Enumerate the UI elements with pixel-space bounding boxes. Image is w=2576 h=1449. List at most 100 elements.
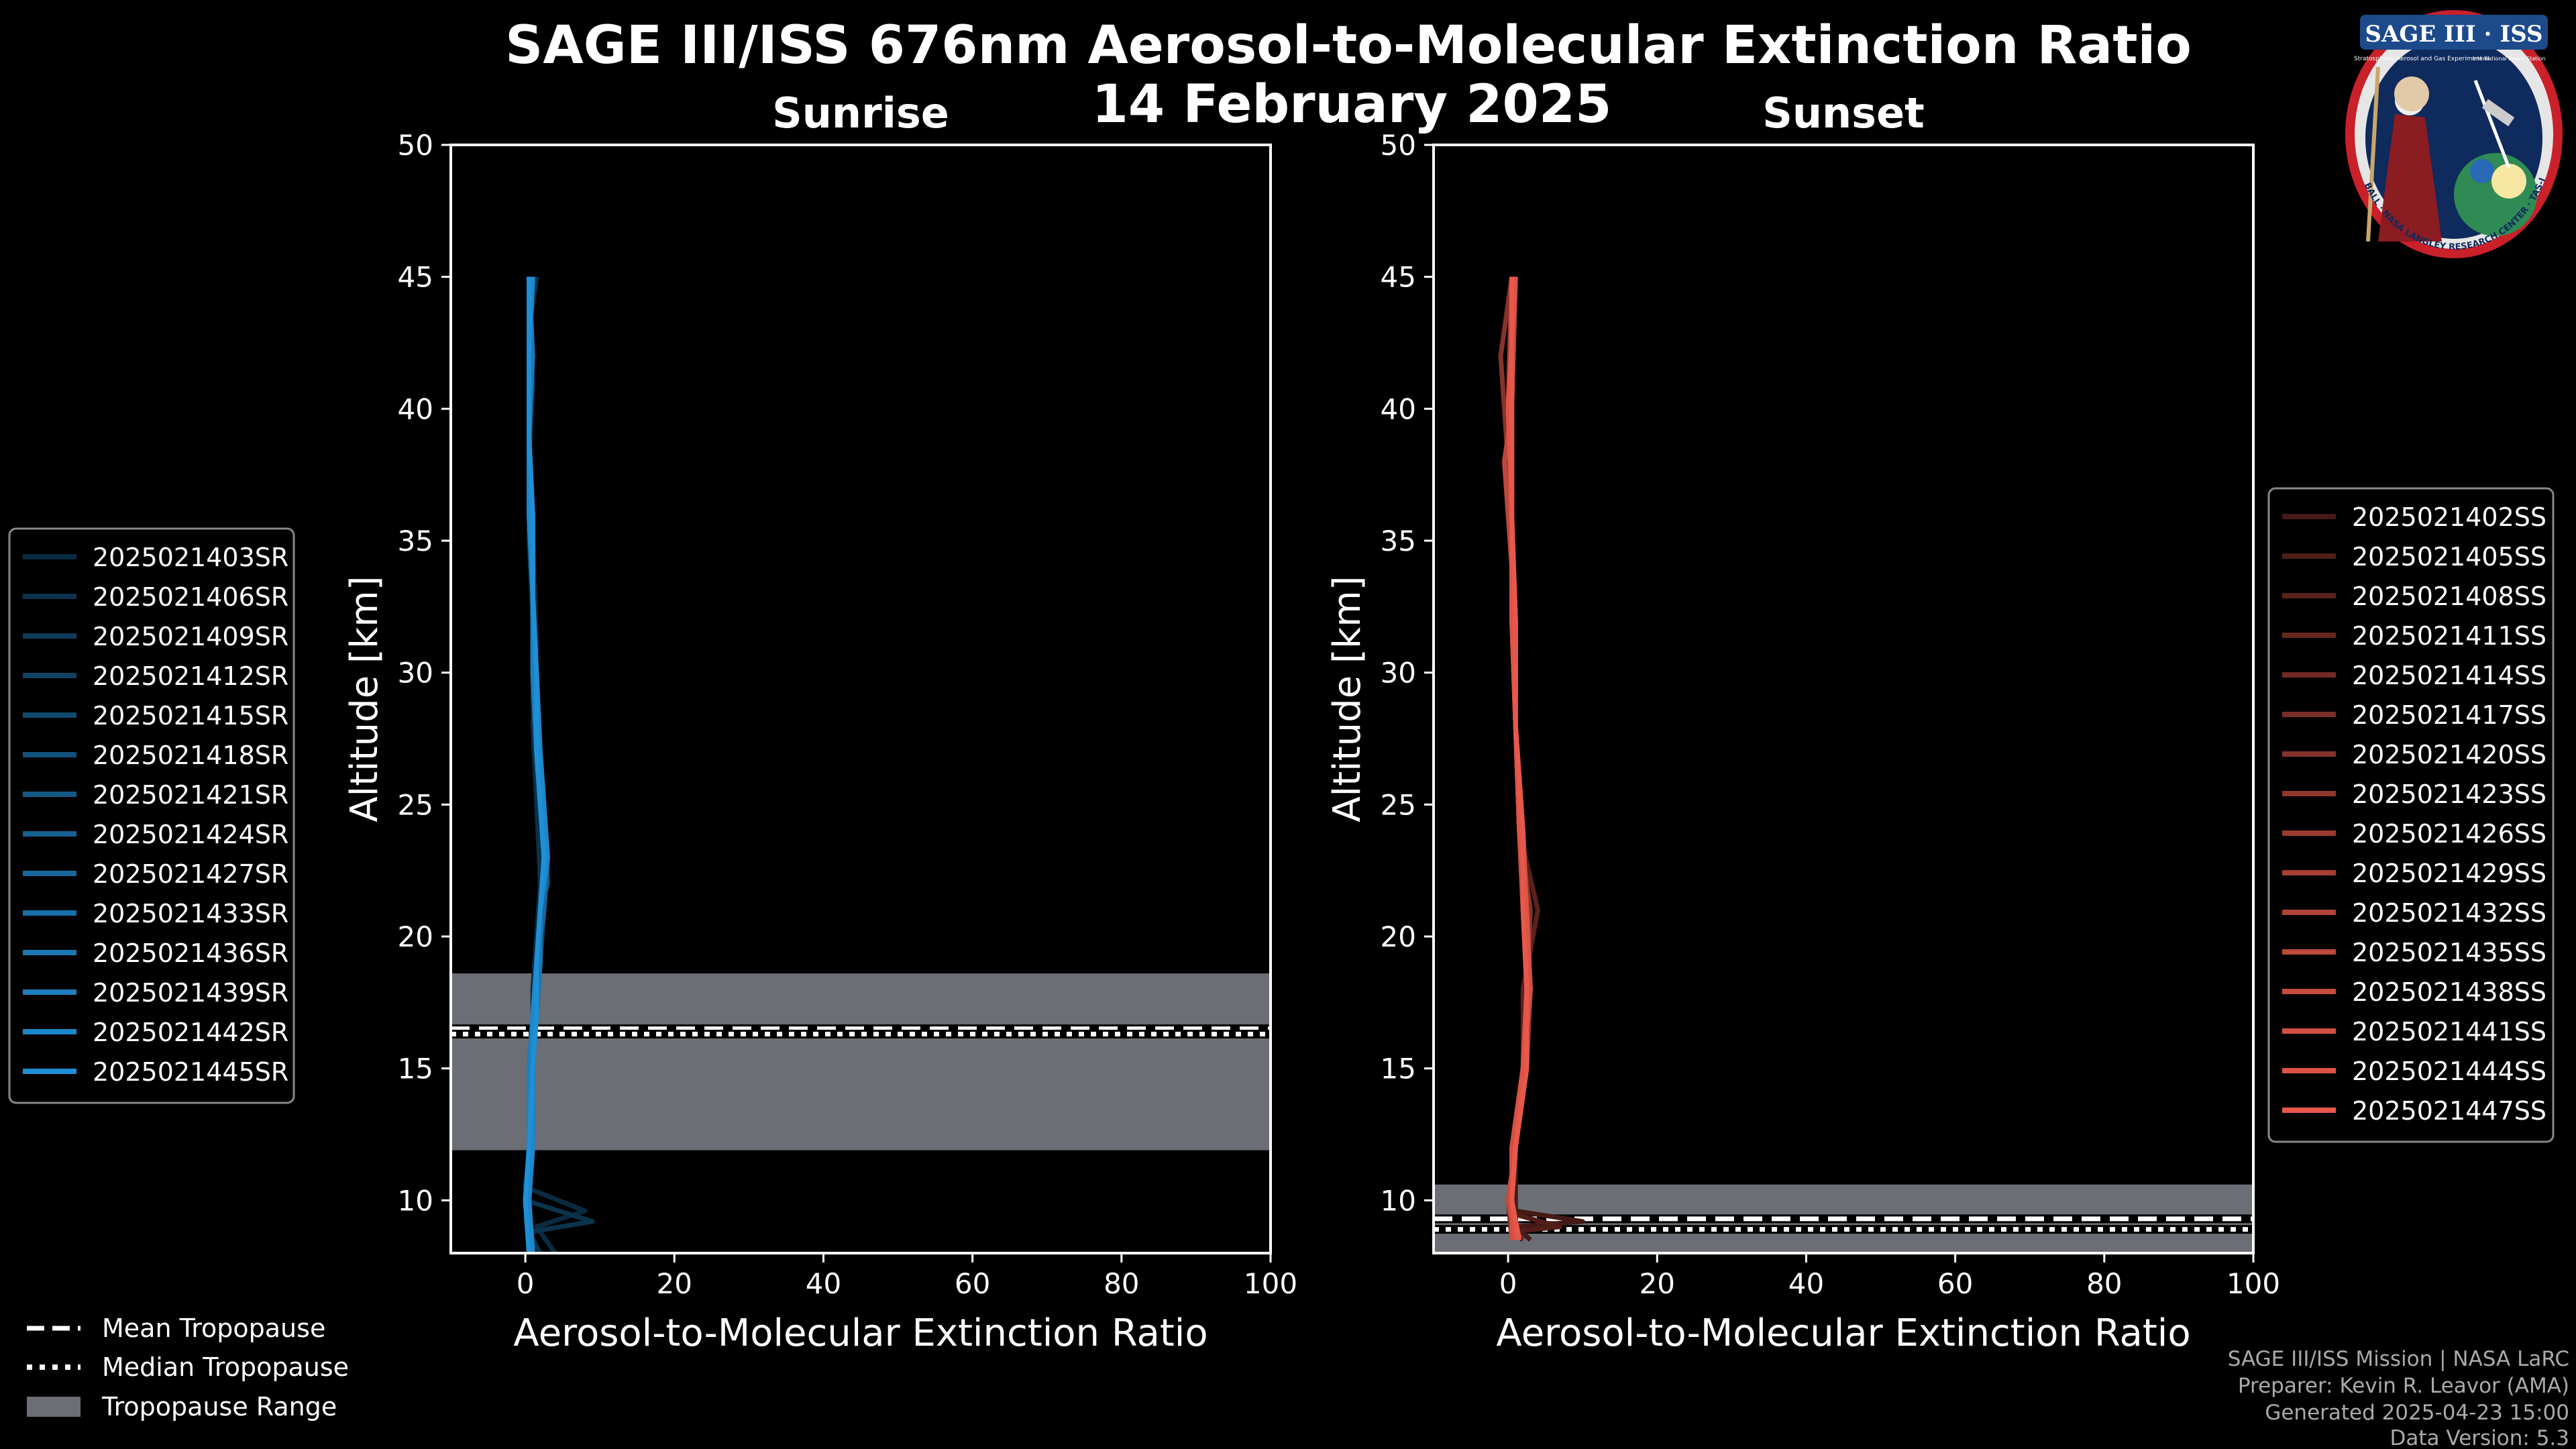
- sunrise-legend-label: 2025021403SR: [93, 543, 288, 572]
- sunset-x-tick-label: 100: [2226, 1267, 2280, 1300]
- sunset-legend-label: 2025021411SS: [2352, 621, 2546, 651]
- sunrise-x-tick-label: 20: [657, 1267, 692, 1300]
- sunrise-legend-box: [8, 527, 295, 1104]
- credit-data-version: Data Version: 5.3: [2390, 1426, 2569, 1449]
- sunrise-y-tick-label: 45: [398, 261, 433, 294]
- sunrise-legend-label: 2025021412SR: [93, 661, 288, 691]
- sunrise-legend-label: 2025021433SR: [93, 899, 288, 928]
- sunrise-legend-label: 2025021415SR: [93, 701, 288, 731]
- sunrise-legend-label: 2025021436SR: [93, 938, 288, 968]
- sunset-legend-label: 2025021423SS: [2352, 780, 2546, 809]
- tropopause-range-label: Tropopause Range: [101, 1392, 337, 1421]
- logo-earth-icon: [2454, 153, 2537, 236]
- sunrise-legend-label: 2025021427SR: [93, 859, 288, 889]
- sunrise-y-axis-label: Altitude [km]: [343, 576, 386, 822]
- sunset-legend-label: 2025021429SS: [2352, 859, 2546, 888]
- sunset-x-tick-label: 0: [1499, 1267, 1517, 1300]
- sunrise-axes-frame: [449, 144, 1272, 1254]
- sunrise-x-tick-label: 60: [955, 1267, 990, 1300]
- sunset-y-tick-label: 20: [1381, 920, 1416, 953]
- logo-iss-beam-icon: [2473, 80, 2511, 168]
- sunrise-y-tick-label: 50: [398, 129, 433, 162]
- sunrise-legend-label: 2025021442SR: [93, 1018, 288, 1047]
- logo-figure-robe-icon: [2378, 114, 2442, 241]
- sunrise-legend-label: 2025021421SR: [93, 780, 288, 810]
- sunrise-y-tick-label: 10: [398, 1184, 433, 1217]
- sunset-y-tick-label: 50: [1381, 129, 1416, 162]
- sunset-legend-label: 2025021447SS: [2352, 1096, 2546, 1126]
- logo-figure-head-icon: [2394, 76, 2429, 111]
- sunset-x-tick-label: 60: [1937, 1267, 1973, 1300]
- figure-title: SAGE III/ISS 676nm Aerosol-to-Molecular …: [505, 15, 2192, 76]
- tropopause-range-swatch: [27, 1397, 80, 1417]
- sunset-x-axis-label: Aerosol-to-Molecular Extinction Ratio: [1496, 1311, 2190, 1355]
- sunrise-legend-label: 2025021439SR: [93, 978, 288, 1008]
- sunset-x-tick-label: 40: [1788, 1267, 1824, 1300]
- sunrise-x-axis-label: Aerosol-to-Molecular Extinction Ratio: [513, 1311, 1208, 1355]
- logo-staff-icon: [2366, 66, 2380, 242]
- sunset-legend-label: 2025021438SS: [2352, 977, 2546, 1007]
- sunset-legend-label: 2025021444SS: [2352, 1057, 2546, 1086]
- sunset-legend-label: 2025021441SS: [2352, 1017, 2546, 1046]
- sunset-y-tick-label: 45: [1381, 261, 1416, 294]
- credit-mission: SAGE III/ISS Mission | NASA LaRC: [2228, 1347, 2569, 1371]
- sunrise-y-tick-label: 20: [398, 920, 433, 953]
- sunset-legend-label: 2025021435SS: [2352, 938, 2546, 967]
- sunrise-x-tick-label: 40: [806, 1267, 841, 1300]
- sunrise-legend-label: 2025021418SR: [93, 741, 288, 770]
- sunrise-legend-label: 2025021424SR: [93, 820, 288, 849]
- sunrise-panel: 0 20 40 60 80 100 10 15 20 25 30 35 40 45 50 Sunrise Aer…: [8, 89, 1297, 1355]
- logo-ocean-icon: [2470, 159, 2494, 183]
- sunset-y-tick-label: 25: [1381, 788, 1416, 821]
- logo-iss-icon: [2481, 99, 2515, 127]
- sunset-legend-label: 2025021426SS: [2352, 819, 2546, 849]
- sunset-legend-label: 2025021417SS: [2352, 700, 2546, 730]
- sunrise-y-tick-label: 35: [398, 525, 433, 557]
- sunrise-series-line-2025021445SR: [523, 276, 547, 1253]
- sunrise-x-tick-label: 0: [517, 1267, 535, 1300]
- sunset-panel: 0 20 40 60 80 100 10 15 20 25 30 35 40 45 50 Sunset Aero…: [1326, 89, 2555, 1355]
- sunrise-tropopause-range: [451, 973, 1271, 1150]
- sunrise-legend-label: 2025021406SR: [93, 582, 288, 612]
- figure-date: 14 February 2025: [1092, 74, 1612, 135]
- sunrise-legend-label: 2025021445SR: [93, 1057, 288, 1087]
- logo-title: SAGE III · ISS: [2365, 21, 2542, 48]
- sunset-axes-frame: [1432, 144, 2255, 1254]
- sunrise-y-tick-label: 30: [398, 657, 433, 690]
- logo-sun-icon: [2491, 164, 2526, 199]
- sunset-legend-label: 2025021405SS: [2352, 542, 2546, 572]
- mean-tropopause-label: Mean Tropopause: [102, 1313, 325, 1343]
- sunset-y-tick-label: 10: [1381, 1184, 1416, 1217]
- logo-side-text: International Space Station: [2473, 56, 2546, 62]
- logo-banner: [2360, 15, 2548, 50]
- credit-preparer: Preparer: Kevin R. Leavor (AMA): [2238, 1374, 2569, 1398]
- sunrise-y-tick-label: 40: [398, 392, 433, 425]
- logo-subtitle: Stratospheric Aerosol and Gas Experiment…: [2354, 56, 2489, 62]
- sunrise-x-tick-label: 100: [1244, 1267, 1297, 1300]
- sunrise-series-legend: 2025021403SR 2025021406SR 2025021409SR 2025…: [8, 527, 295, 1104]
- sunset-x-tick-label: 20: [1640, 1267, 1675, 1300]
- sunset-legend-label: 2025021420SS: [2352, 740, 2546, 769]
- sunset-series-legend: 2025021402SS 2025021405SS 2025021408SS 2025…: [2267, 487, 2555, 1143]
- sunset-legend-box: [2267, 487, 2555, 1143]
- sunset-legend-label: 2025021402SS: [2352, 502, 2546, 532]
- tropopause-legend: Mean Tropopause Median Tropopause Tropop…: [27, 1313, 349, 1421]
- sunset-legend-label: 2025021414SS: [2352, 661, 2546, 690]
- sunset-y-tick-label: 40: [1381, 392, 1416, 425]
- sunset-series-line-2025021447SS: [1509, 276, 1529, 1240]
- credits-block: SAGE III/ISS Mission | NASA LaRC Prepare…: [2228, 1347, 2569, 1449]
- credit-generated: Generated 2025-04-23 15:00: [2265, 1401, 2569, 1425]
- sunset-y-tick-label: 35: [1381, 525, 1416, 557]
- sunset-y-tick-label: 15: [1381, 1053, 1416, 1085]
- sunset-legend-label: 2025021432SS: [2352, 898, 2546, 928]
- sunrise-y-tick-label: 25: [398, 788, 433, 821]
- sunrise-x-tick-label: 80: [1104, 1267, 1139, 1300]
- sunset-y-tick-label: 30: [1381, 657, 1416, 690]
- sunset-panel-title: Sunset: [1762, 89, 1925, 138]
- sunset-y-axis-label: Altitude [km]: [1326, 576, 1369, 822]
- sunrise-panel-title: Sunrise: [772, 89, 949, 138]
- median-tropopause-label: Median Tropopause: [102, 1352, 349, 1382]
- sunset-x-tick-label: 80: [2086, 1267, 2122, 1300]
- sunrise-y-tick-label: 15: [398, 1053, 433, 1085]
